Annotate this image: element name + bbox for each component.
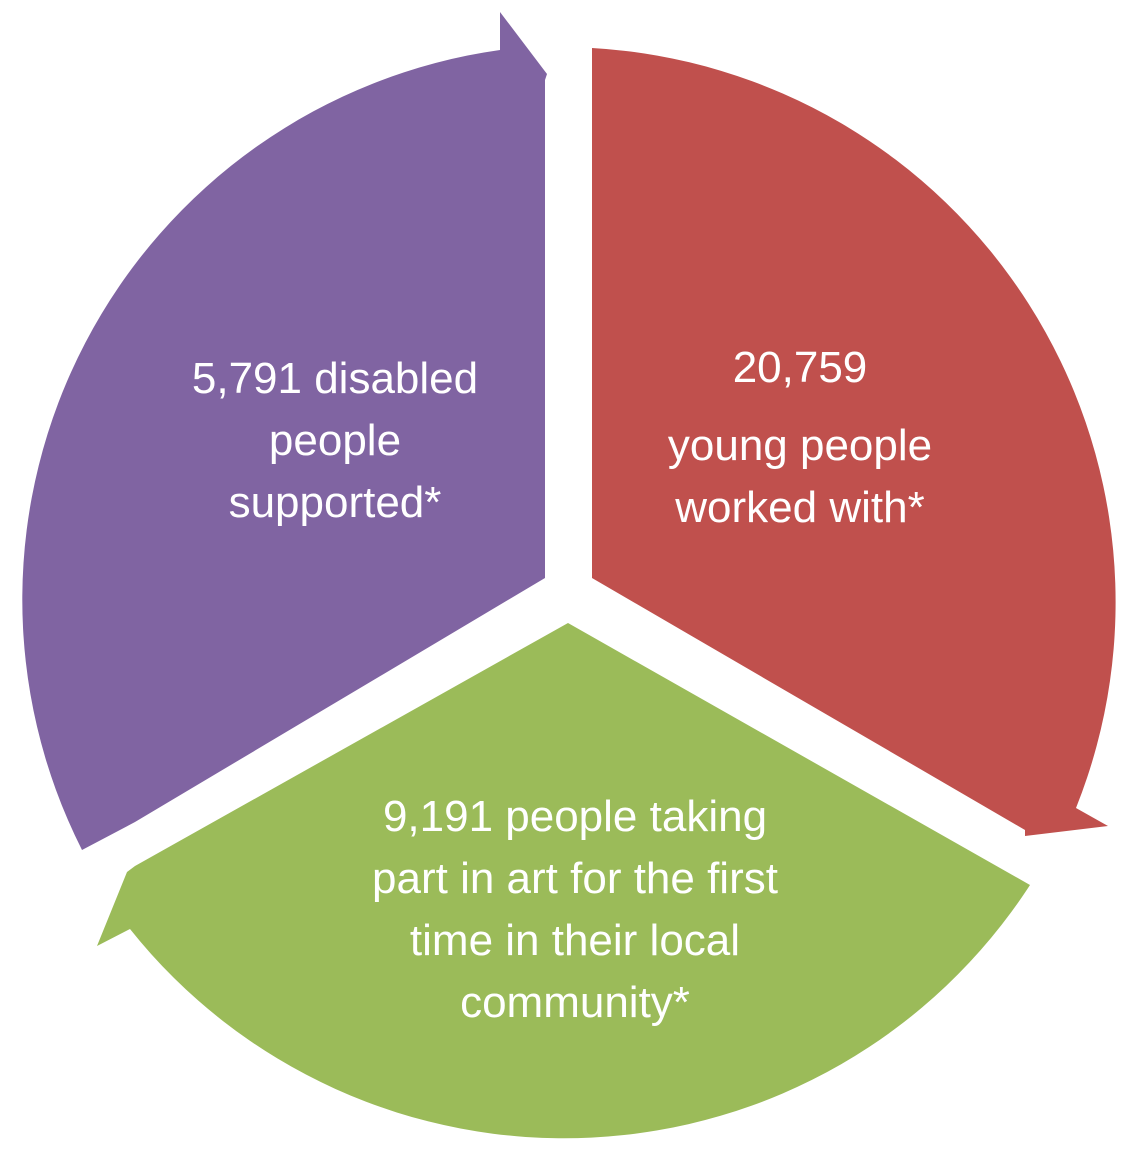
segment-first-time-label: 9,191 people taking part in art for the … bbox=[300, 786, 850, 1034]
first-time-line-1: 9,191 people taking bbox=[382, 792, 768, 841]
first-time-line-2: part in art for the first bbox=[372, 854, 778, 903]
segment-disabled-label: 5,791 disabled people supported* bbox=[120, 348, 550, 534]
segment-young-label: 20,759 young people worked with* bbox=[600, 337, 1000, 539]
disabled-line-1: 5,791 disabled bbox=[191, 354, 479, 403]
segment-disabled-arrow bbox=[22, 12, 548, 850]
disabled-line-2: people bbox=[268, 416, 402, 465]
disabled-line-3: supported* bbox=[228, 478, 442, 527]
young-number: 20,759 bbox=[732, 343, 868, 392]
young-line-2: worked with* bbox=[675, 483, 925, 532]
young-gap bbox=[600, 399, 1000, 415]
young-line-1: young people bbox=[667, 421, 933, 470]
first-time-line-4: community* bbox=[460, 978, 690, 1027]
segment-young-arrow bbox=[592, 48, 1116, 836]
segment-first-time-arrow bbox=[97, 623, 1030, 1139]
first-time-line-3: time in their local bbox=[409, 916, 741, 965]
